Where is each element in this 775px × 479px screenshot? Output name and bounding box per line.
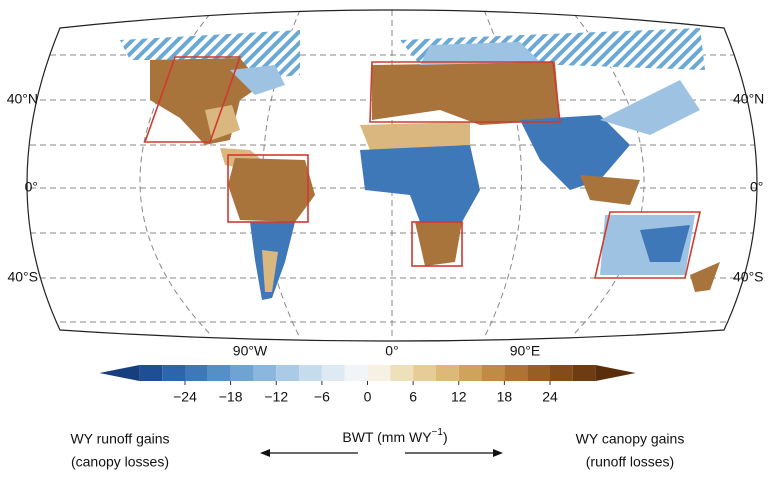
colorbar-tick-label: −6	[314, 389, 330, 405]
colorbar-cell	[481, 365, 505, 381]
lat-label: 40°S	[7, 269, 38, 285]
colorbar-tick-label: −12	[264, 389, 288, 405]
region-box	[369, 61, 561, 123]
caption: (canopy losses)	[71, 454, 169, 470]
colorbar-tick-label: 6	[409, 389, 417, 405]
colorbar-cell	[162, 365, 185, 381]
caption: WY runoff gains	[70, 431, 169, 447]
colorbar-cell	[435, 365, 459, 381]
lat-label: 40°N	[733, 91, 764, 107]
lat-label: 40°S	[733, 269, 764, 285]
lat-label: 40°N	[7, 91, 38, 107]
caption: WY canopy gains	[576, 431, 685, 447]
colorbar-cell	[413, 365, 436, 381]
colorbar-cell	[253, 365, 277, 381]
colorbar-tick-label: 18	[497, 389, 513, 405]
colorbar-tick-label: −18	[219, 389, 243, 405]
lat-label: 0°	[25, 179, 38, 195]
colorbar-cell	[299, 365, 322, 381]
colorbar-cell	[550, 365, 573, 381]
colorbar-cell	[207, 365, 231, 381]
colorbar-end	[99, 365, 140, 381]
lat-label: 0°	[750, 179, 763, 195]
colorbar-tick-label: 24	[542, 389, 558, 405]
colorbar-label: BWT (mm WY−1)	[342, 427, 447, 445]
colorbar-cell	[527, 365, 550, 381]
colorbar-end	[595, 365, 636, 381]
region-box	[227, 154, 309, 223]
colorbar: −24 −18 −12 −6 0 6 12 18 24	[99, 365, 636, 405]
region-box	[593, 211, 702, 279]
region-box	[143, 56, 242, 143]
arrow-head	[260, 449, 270, 457]
colorbar-tick-label: −24	[173, 389, 197, 405]
colorbar-cell	[344, 365, 368, 381]
lon-label: 90°E	[510, 343, 541, 359]
arrow-head	[493, 449, 503, 457]
colorbar-cell	[504, 365, 528, 381]
caption: (runoff losses)	[586, 454, 674, 470]
colorbar-cell	[276, 365, 300, 381]
lon-label: 0°	[385, 343, 398, 359]
colorbar-cell	[458, 365, 482, 381]
colorbar-cell	[230, 365, 254, 381]
colorbar-cell	[572, 365, 596, 381]
colorbar-tick-label: 0	[364, 389, 372, 405]
map	[27, 10, 757, 340]
colorbar-cell	[367, 365, 391, 381]
region-box	[411, 221, 463, 267]
lon-label: 90°W	[233, 343, 268, 359]
colorbar-cell	[390, 365, 414, 381]
colorbar-cell	[139, 365, 163, 381]
colorbar-tick-label: 12	[451, 389, 467, 405]
map-outline	[26, 9, 758, 342]
colorbar-cell	[185, 365, 208, 381]
colorbar-cell	[321, 365, 345, 381]
